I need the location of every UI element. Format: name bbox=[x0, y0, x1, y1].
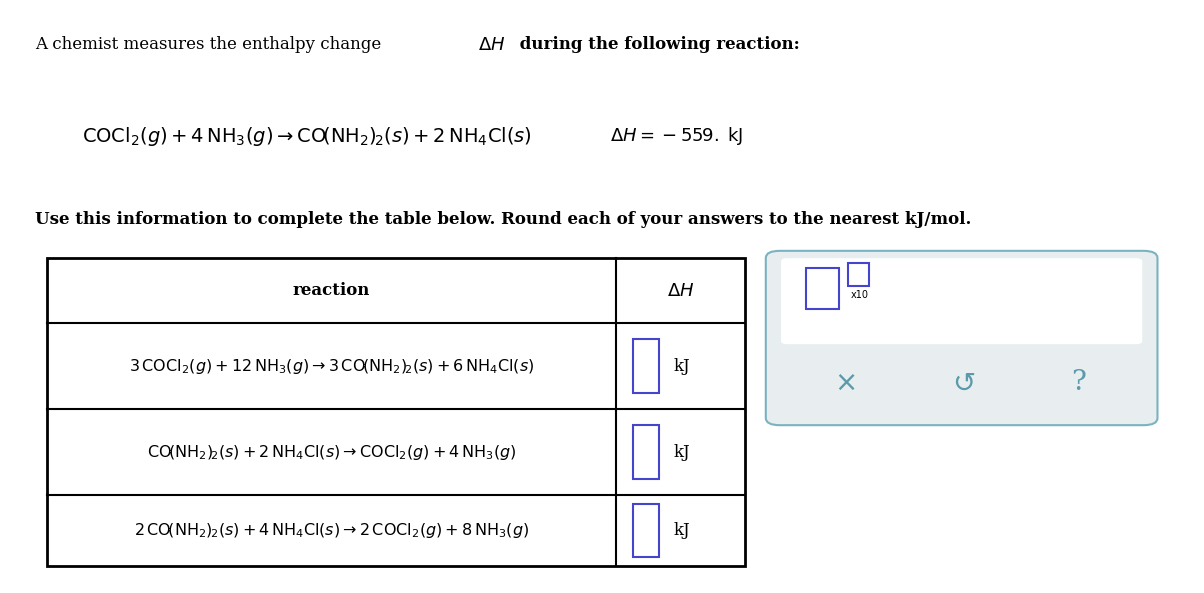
Text: $\circlearrowleft$: $\circlearrowleft$ bbox=[948, 369, 976, 397]
FancyBboxPatch shape bbox=[805, 267, 838, 309]
Text: $\Delta H$: $\Delta H$ bbox=[667, 282, 694, 299]
Text: kJ: kJ bbox=[673, 358, 690, 375]
FancyBboxPatch shape bbox=[47, 258, 745, 566]
Text: A chemist measures the enthalpy change: A chemist measures the enthalpy change bbox=[35, 36, 386, 53]
Text: kJ: kJ bbox=[673, 444, 690, 461]
Text: $\times$: $\times$ bbox=[833, 369, 855, 397]
Text: Use this information to complete the table below. Round each of your answers to : Use this information to complete the tab… bbox=[35, 211, 972, 228]
Text: $\Delta H = -559.\;\mathrm{kJ}$: $\Delta H = -559.\;\mathrm{kJ}$ bbox=[609, 125, 743, 146]
Text: $\mathrm{CO\!\left(NH_2\right)_{\!2}}(s) + 2\,\mathrm{NH_4Cl}(s) \rightarrow \ma: $\mathrm{CO\!\left(NH_2\right)_{\!2}}(s)… bbox=[147, 442, 517, 462]
Text: $3\,\mathrm{COCl_2}(g) + 12\,\mathrm{NH_3}(g) \rightarrow 3\,\mathrm{CO\!\left(N: $3\,\mathrm{COCl_2}(g) + 12\,\mathrm{NH_… bbox=[129, 356, 533, 376]
FancyBboxPatch shape bbox=[848, 263, 869, 286]
Text: $2\,\mathrm{CO\!\left(NH_2\right)_{\!2}}(s) + 4\,\mathrm{NH_4Cl}(s) \rightarrow : $2\,\mathrm{CO\!\left(NH_2\right)_{\!2}}… bbox=[134, 521, 529, 540]
FancyBboxPatch shape bbox=[781, 258, 1143, 344]
Text: x10: x10 bbox=[850, 290, 868, 300]
Text: $\mathrm{COCl_2}(g) + 4\,\mathrm{NH_3}(g)\rightarrow\mathrm{CO\!\left(NH_2\right: $\mathrm{COCl_2}(g) + 4\,\mathrm{NH_3}(g… bbox=[82, 125, 532, 148]
FancyBboxPatch shape bbox=[633, 504, 659, 557]
FancyBboxPatch shape bbox=[633, 339, 659, 393]
Text: during the following reaction:: during the following reaction: bbox=[514, 36, 799, 53]
FancyBboxPatch shape bbox=[633, 426, 659, 479]
Text: reaction: reaction bbox=[293, 282, 370, 299]
Text: kJ: kJ bbox=[673, 522, 690, 539]
Text: ?: ? bbox=[1072, 369, 1086, 396]
FancyBboxPatch shape bbox=[766, 251, 1157, 425]
Text: $\Delta H$: $\Delta H$ bbox=[478, 36, 506, 53]
